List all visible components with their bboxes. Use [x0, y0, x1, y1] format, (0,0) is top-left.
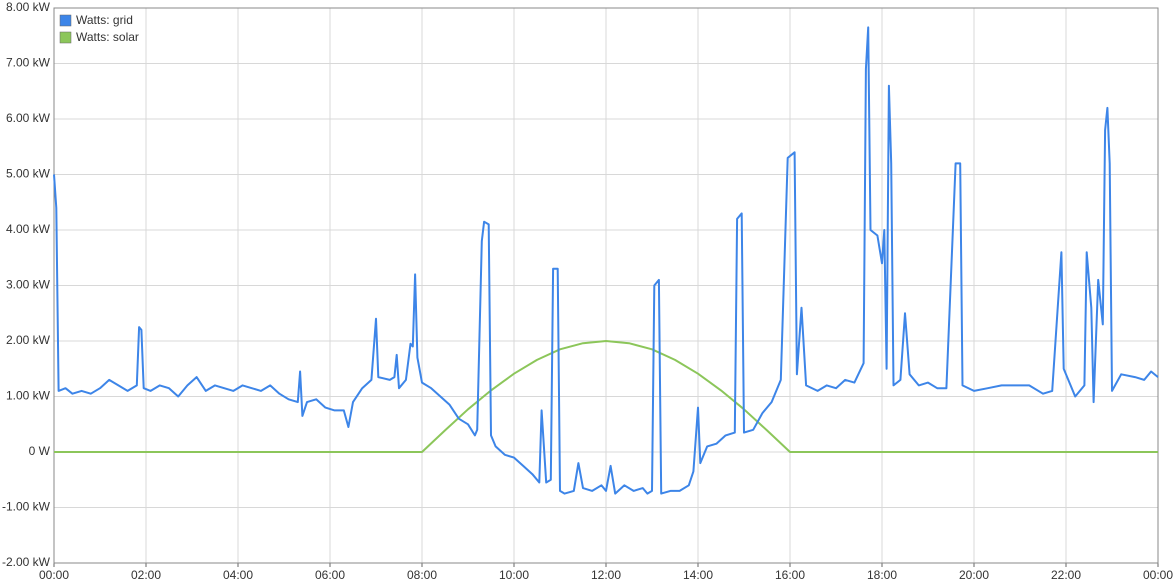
- x-tick-label: 06:00: [315, 568, 345, 582]
- x-tick-label: 20:00: [959, 568, 989, 582]
- y-tick-label: 6.00 kW: [6, 111, 51, 125]
- y-tick-label: 0 W: [29, 444, 51, 458]
- y-tick-label: 2.00 kW: [6, 333, 51, 347]
- x-tick-label: 08:00: [407, 568, 437, 582]
- legend-label: Watts: grid: [76, 13, 133, 27]
- x-tick-label: 00:00: [1143, 568, 1173, 582]
- x-tick-label: 10:00: [499, 568, 529, 582]
- legend-label: Watts: solar: [76, 30, 139, 44]
- y-tick-label: 7.00 kW: [6, 56, 51, 70]
- y-tick-label: 4.00 kW: [6, 222, 51, 236]
- x-tick-label: 22:00: [1051, 568, 1081, 582]
- y-tick-label: 3.00 kW: [6, 278, 51, 292]
- y-tick-label: -2.00 kW: [2, 555, 51, 569]
- x-tick-label: 16:00: [775, 568, 805, 582]
- y-tick-label: -1.00 kW: [2, 500, 51, 514]
- x-tick-label: 00:00: [39, 568, 69, 582]
- plot-border: [53, 7, 1159, 564]
- x-tick-label: 18:00: [867, 568, 897, 582]
- y-tick-label: 8.00 kW: [6, 0, 51, 14]
- x-tick-label: 14:00: [683, 568, 713, 582]
- x-tick-label: 02:00: [131, 568, 161, 582]
- legend-swatch: [59, 14, 72, 27]
- y-tick-label: 1.00 kW: [6, 389, 51, 403]
- series-line: [53, 26, 1159, 495]
- x-tick-label: 12:00: [591, 568, 621, 582]
- y-tick-label: 5.00 kW: [6, 167, 51, 181]
- legend-swatch: [59, 31, 72, 44]
- x-tick-label: 04:00: [223, 568, 253, 582]
